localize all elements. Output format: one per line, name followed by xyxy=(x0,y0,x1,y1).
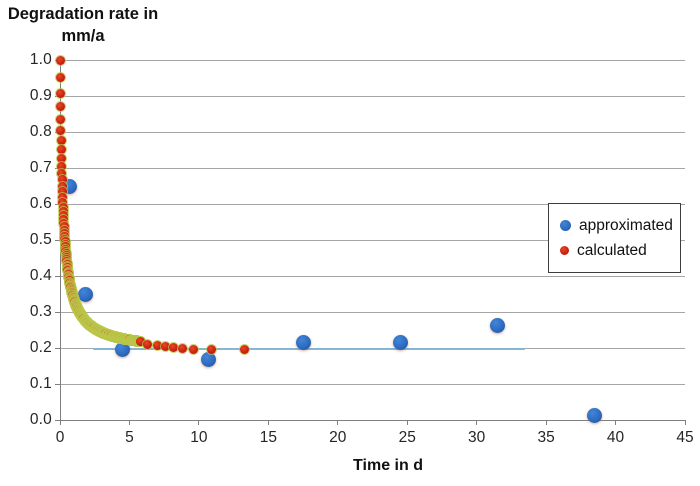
data-point-calculated xyxy=(143,339,152,349)
y-axis-title-line2: mm/a xyxy=(61,27,105,46)
data-point-calculated xyxy=(56,136,66,146)
x-tick-mark xyxy=(337,420,339,425)
x-axis-title: Time in d xyxy=(353,457,423,474)
y-tick-mark xyxy=(55,347,60,349)
y-tick-mark xyxy=(55,383,60,385)
y-tick-label: 0.8 xyxy=(29,123,52,140)
h-gridline xyxy=(60,311,685,313)
x-tick-label: 20 xyxy=(329,429,347,446)
data-point-calculated xyxy=(169,343,179,353)
data-point-approximated xyxy=(201,352,217,368)
x-tick-mark xyxy=(406,420,408,425)
data-point-approximated xyxy=(490,318,505,334)
data-point-calculated xyxy=(55,55,65,65)
data-point-calculated xyxy=(55,88,65,98)
data-point-calculated xyxy=(57,175,67,185)
approximated-fit-line xyxy=(93,348,526,351)
data-point-calculated xyxy=(206,344,216,354)
data-point-calculated xyxy=(161,342,171,352)
x-tick-label: 0 xyxy=(55,429,65,446)
x-tick-mark xyxy=(267,420,269,425)
x-tick-label: 15 xyxy=(259,429,277,446)
data-point-approximated xyxy=(115,341,130,357)
y-tick-mark xyxy=(55,239,60,241)
data-point-calculated xyxy=(152,341,162,351)
data-point-calculated xyxy=(56,145,66,155)
data-point-calculated xyxy=(58,192,68,202)
x-tick-mark xyxy=(476,420,478,425)
x-tick-label: 45 xyxy=(676,429,694,446)
x-tick-label: 25 xyxy=(398,429,416,446)
data-point-approximated xyxy=(392,335,408,351)
h-gridline xyxy=(60,131,685,133)
data-point-calculated xyxy=(188,344,198,354)
x-tick-mark xyxy=(128,420,130,425)
x-axis-line xyxy=(55,420,685,421)
y-tick-mark xyxy=(55,311,60,313)
x-tick-label: 30 xyxy=(468,429,486,446)
y-tick-label: 0.9 xyxy=(29,87,52,104)
h-gridline xyxy=(60,203,685,205)
y-tick-label: 0.1 xyxy=(29,375,52,392)
h-gridline xyxy=(60,383,685,385)
x-tick-label: 10 xyxy=(190,429,208,446)
y-tick-label: 0.3 xyxy=(29,303,52,320)
y-tick-mark xyxy=(55,203,60,205)
h-gridline xyxy=(60,275,685,277)
h-gridline xyxy=(60,167,685,169)
x-tick-mark xyxy=(684,420,686,425)
approximated-marker-icon xyxy=(560,220,571,231)
data-point-calculated xyxy=(56,114,66,124)
x-tick-mark xyxy=(615,420,617,425)
data-point-calculated xyxy=(57,153,67,163)
data-point-calculated xyxy=(58,187,68,197)
data-point-calculated xyxy=(240,345,250,355)
x-tick-mark xyxy=(198,420,200,425)
y-tick-label: 0.4 xyxy=(29,267,52,284)
legend-item-approximated: approximated xyxy=(560,217,680,235)
y-tick-label: 0.0 xyxy=(29,411,52,428)
y-tick-mark xyxy=(55,275,60,277)
data-point-calculated xyxy=(56,125,66,135)
y-tick-label: 0.6 xyxy=(29,195,52,212)
data-point-approximated xyxy=(587,408,603,424)
h-gridline xyxy=(60,59,685,61)
h-gridline xyxy=(60,347,685,349)
data-point-approximated xyxy=(295,335,311,351)
legend-label-calculated: calculated xyxy=(577,241,647,259)
data-point-calculated xyxy=(177,343,187,353)
legend-item-calculated: calculated xyxy=(560,242,680,260)
data-point-approximated xyxy=(77,286,93,302)
data-point-calculated xyxy=(57,168,67,178)
data-point-calculated xyxy=(55,73,65,83)
x-tick-label: 35 xyxy=(537,429,555,446)
y-tick-label: 1.0 xyxy=(29,51,52,68)
y-tick-label: 0.2 xyxy=(29,339,52,356)
x-tick-label: 5 xyxy=(125,429,134,446)
data-point-calculated xyxy=(58,197,68,207)
y-tick-label: 0.7 xyxy=(29,159,52,176)
x-tick-mark xyxy=(545,420,547,425)
y-axis-title-line1: Degradation rate in xyxy=(7,5,159,23)
y-tick-label: 0.5 xyxy=(29,231,52,248)
data-point-calculated xyxy=(136,337,145,347)
h-gridline xyxy=(60,95,685,97)
data-point-calculated xyxy=(56,102,66,112)
h-gridline xyxy=(60,239,685,241)
x-tick-label: 40 xyxy=(606,429,625,446)
data-point-calculated xyxy=(57,161,67,171)
y-axis-title: Degradation rate in mm/a xyxy=(4,3,162,48)
legend-label-approximated: approximated xyxy=(579,216,673,234)
legend-box: approximated calculated xyxy=(548,203,681,273)
calculated-marker-icon xyxy=(560,246,569,255)
data-point-calculated xyxy=(57,181,67,191)
